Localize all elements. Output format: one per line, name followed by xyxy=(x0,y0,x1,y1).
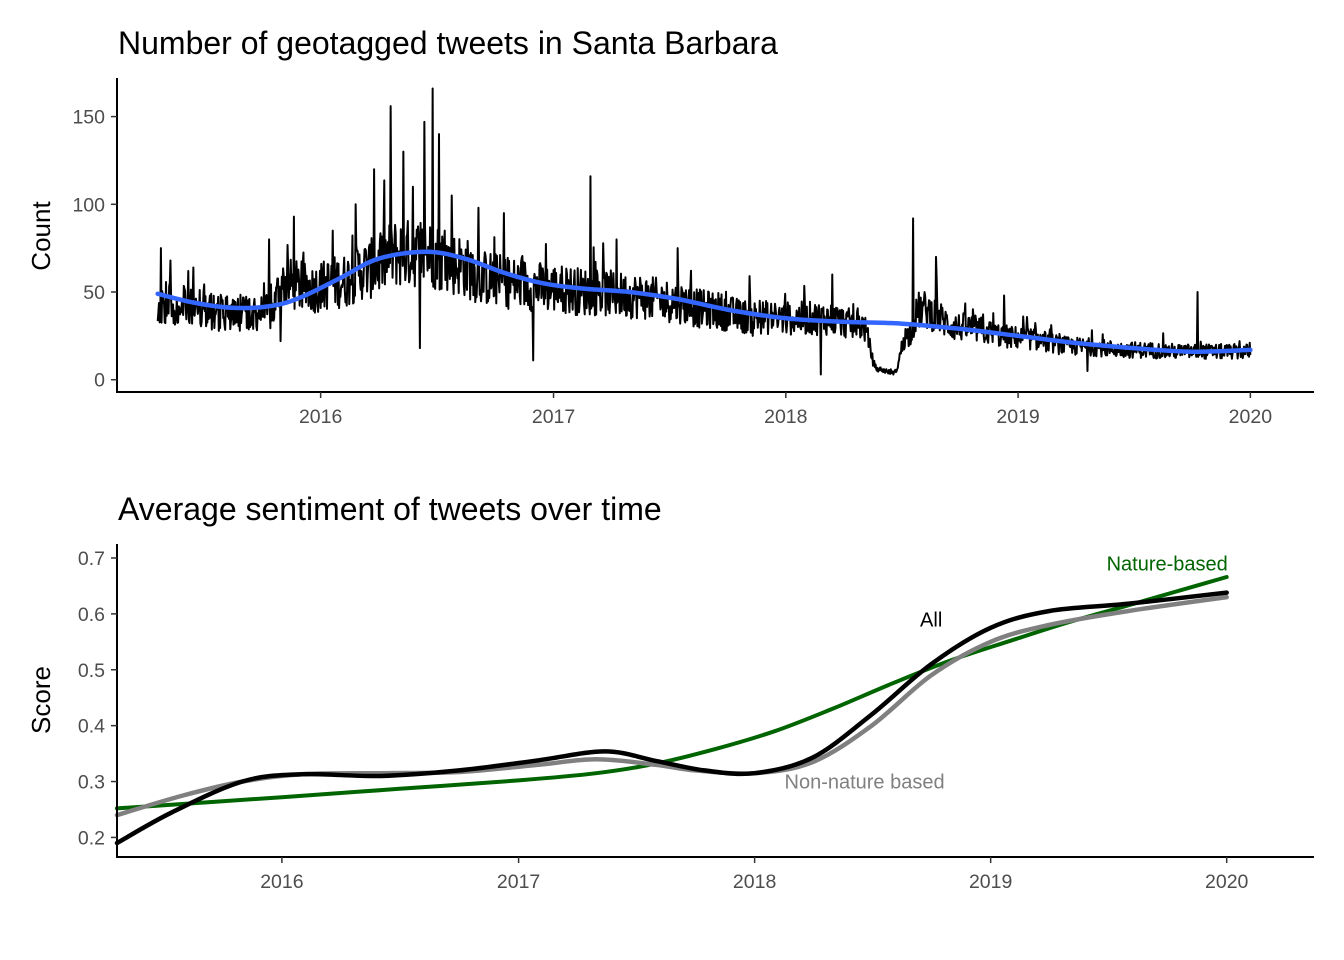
sentiment-series-labels: Nature-based All Non-nature based xyxy=(785,554,1228,794)
sentiment-series-group xyxy=(114,575,1229,846)
sentiment-chart-title: Average sentiment of tweets over time xyxy=(118,491,662,527)
count-x-tick-label: 2020 xyxy=(1229,406,1273,428)
sentiment-x-tick-label: 2016 xyxy=(260,871,303,893)
sentiment-x-tick-label: 2018 xyxy=(733,871,776,893)
count-x-tick-label: 2019 xyxy=(996,406,1039,428)
count-series-group xyxy=(155,87,1253,376)
count-x-tick-label: 2017 xyxy=(532,406,575,428)
daily-count-line xyxy=(156,87,1252,376)
count-x-ticks: 2016 2017 2018 2019 2020 xyxy=(299,392,1272,428)
sentiment-y-tick-label: 0.6 xyxy=(78,604,105,626)
smoothed-count-line xyxy=(155,249,1253,354)
sentiment-x-tick-label: 2020 xyxy=(1205,871,1249,893)
all-tweets-line xyxy=(114,590,1229,846)
sentiment-y-ticks: 0.2 0.3 0.4 0.5 0.6 0.7 xyxy=(78,548,117,849)
nature-based-label: Nature-based xyxy=(1107,554,1228,576)
non-nature-based-label: Non-nature based xyxy=(785,772,945,794)
sentiment-x-tick-label: 2019 xyxy=(969,871,1012,893)
count-panel: Number of geotagged tweets in Santa Barb… xyxy=(26,25,1314,428)
count-x-tick-label: 2018 xyxy=(764,406,807,428)
count-chart-title: Number of geotagged tweets in Santa Barb… xyxy=(118,25,778,61)
sentiment-panel: Average sentiment of tweets over time Sc… xyxy=(26,491,1314,893)
sentiment-y-tick-label: 0.4 xyxy=(78,716,105,738)
sentiment-x-tick-label: 2017 xyxy=(497,871,540,893)
sentiment-y-tick-label: 0.5 xyxy=(78,660,105,682)
sentiment-y-axis-title: Score xyxy=(26,666,56,734)
count-y-axis-title: Count xyxy=(26,201,56,271)
sentiment-y-tick-label: 0.7 xyxy=(78,548,105,570)
count-y-tick-label: 0 xyxy=(94,370,105,392)
count-y-tick-label: 50 xyxy=(83,282,105,304)
count-y-tick-label: 100 xyxy=(72,194,105,216)
count-y-ticks: 0 50 100 150 xyxy=(72,107,117,392)
all-label: All xyxy=(920,609,942,631)
count-y-tick-label: 150 xyxy=(72,107,105,129)
count-x-tick-label: 2016 xyxy=(299,406,342,428)
sentiment-x-ticks: 2016 2017 2018 2019 2020 xyxy=(260,857,1249,893)
sentiment-y-tick-label: 0.3 xyxy=(78,772,105,794)
sentiment-y-tick-label: 0.2 xyxy=(78,827,105,849)
non-nature-based-line xyxy=(114,594,1229,818)
